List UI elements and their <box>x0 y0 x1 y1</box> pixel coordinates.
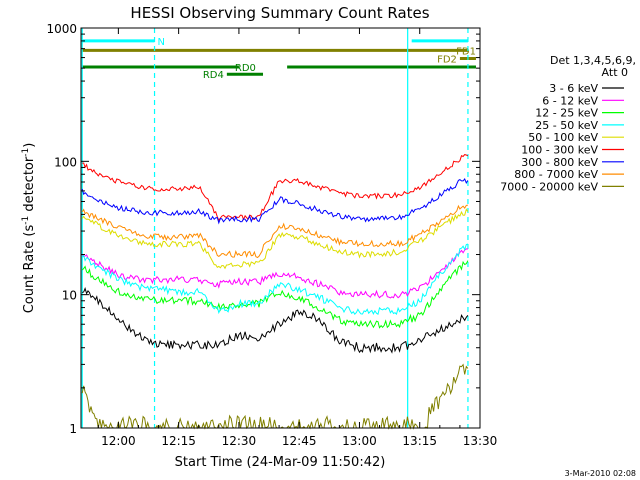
y-tick-label-1: 10 <box>62 289 77 303</box>
x-tick-label-4: 13:00 <box>342 434 377 448</box>
x-axis: 12:00 12:15 12:30 12:45 13:00 13:15 13:30 <box>97 28 498 448</box>
series-layer <box>81 154 469 430</box>
timestamp: 3-Mar-2010 02:08 <box>565 469 636 478</box>
y-axis-label-main: Count Rate (s <box>22 225 37 314</box>
flag-label-n: N <box>158 37 165 48</box>
legend-label-7: 800 - 7000 keV <box>514 168 598 181</box>
legend-label-3: 25 - 50 keV <box>535 119 598 132</box>
y-axis-label-sup2: -1 <box>21 148 31 157</box>
series-line-0 <box>81 287 469 354</box>
legend-header2: Att 0 <box>602 66 628 79</box>
vlines-layer <box>81 28 469 428</box>
plot-frame <box>80 27 481 429</box>
series-line-6 <box>81 178 469 225</box>
y-tick-label-2: 100 <box>54 155 77 169</box>
legend-label-1: 6 - 12 keV <box>542 94 598 107</box>
chart-title: HESSI Observing Summary Count Rates <box>130 4 429 22</box>
flag-label-fd1: FD1 <box>456 46 476 57</box>
flag-label-rd4: RD4 <box>203 70 224 81</box>
y-axis-label-mid: detector <box>22 156 37 216</box>
series-line-3 <box>81 243 469 316</box>
x-tick-label-3: 12:45 <box>282 434 317 448</box>
legend-label-0: 3 - 6 keV <box>549 82 598 95</box>
x-axis-label: Start Time (24-Mar-09 11:50:42) <box>175 455 386 470</box>
legend-label-2: 12 - 25 keV <box>535 107 598 120</box>
series-line-5 <box>82 154 469 222</box>
y-axis-label-sup1: -1 <box>21 216 31 225</box>
y-axis-label-end: ) <box>22 143 37 148</box>
series-line-8 <box>81 363 469 430</box>
legend-label-8: 7000 - 20000 keV <box>500 180 598 193</box>
legend-label-6: 300 - 800 keV <box>521 156 598 169</box>
legend-label-4: 50 - 100 keV <box>528 131 598 144</box>
series-line-2 <box>81 260 469 329</box>
y-axis: 1 10 100 1000 <box>46 22 480 436</box>
x-tick-label-1: 12:15 <box>161 434 196 448</box>
x-tick-label-5: 13:15 <box>402 434 437 448</box>
y-tick-label-3: 1000 <box>46 22 77 36</box>
series-line-7 <box>81 204 468 259</box>
flag-label-fd2: FD2 <box>437 55 457 66</box>
legend-label-5: 100 - 300 keV <box>521 144 598 157</box>
legend-header1: Det 1,3,4,5,6,9, <box>550 54 636 67</box>
flag-label-rd0: RD0 <box>235 63 256 74</box>
y-tick-label-0: 1 <box>69 422 77 436</box>
x-tick-label-2: 12:30 <box>222 434 257 448</box>
series-line-1 <box>81 248 468 299</box>
x-tick-label-0: 12:00 <box>101 434 136 448</box>
series-line-4 <box>81 208 469 270</box>
x-tick-label-6: 13:30 <box>463 434 498 448</box>
y-axis-label: Count Rate (s-1 detector-1) <box>21 143 37 314</box>
